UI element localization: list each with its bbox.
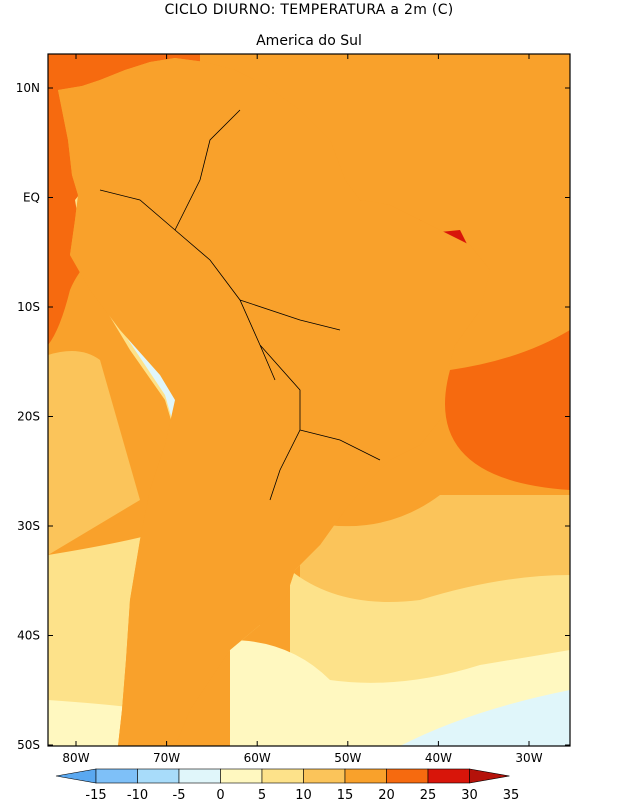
lat-label: 30S <box>17 519 40 533</box>
colorbar-arrow-left <box>55 768 97 784</box>
colorbar-swatch <box>344 768 387 784</box>
lat-label: 50S <box>17 738 40 752</box>
colorbar-swatch <box>303 768 346 784</box>
lon-label: 70W <box>153 751 180 765</box>
colorbar-label: -10 <box>127 788 148 800</box>
lon-label: 40W <box>425 751 452 765</box>
colorbar-swatch <box>137 768 180 784</box>
lat-label: 20S <box>17 410 40 424</box>
map-frame <box>47 53 571 747</box>
lon-label: 80W <box>62 751 89 765</box>
pacific-20-band <box>48 351 140 555</box>
chart-subtitle: America do Sul <box>256 33 362 49</box>
colorbar-swatch <box>427 768 470 784</box>
colorbar-swatch <box>386 768 429 784</box>
lat-label: 40S <box>17 629 40 643</box>
lon-label: 50W <box>334 751 361 765</box>
colorbar-label: 0 <box>216 788 224 800</box>
colorbar-label: -15 <box>85 788 106 800</box>
lon-label: 60W <box>244 751 271 765</box>
colorbar-label: 15 <box>337 788 354 800</box>
lat-label: 10N <box>16 81 40 95</box>
colorbar-label: 25 <box>420 788 437 800</box>
colorbar-swatch <box>261 768 304 784</box>
lat-label: EQ <box>23 191 40 205</box>
colorbar-label: 35 <box>503 788 520 800</box>
atlantic-5-band <box>400 690 570 746</box>
lon-label: 30W <box>515 751 542 765</box>
colorbar-label: 10 <box>295 788 312 800</box>
colorbar-label: 30 <box>461 788 478 800</box>
chart-title: CICLO DIURNO: TEMPERATURA a 2m (C) <box>164 2 454 18</box>
colorbar-label: 20 <box>378 788 395 800</box>
map-fill <box>48 54 570 746</box>
colorbar-label: 5 <box>258 788 266 800</box>
colorbar: -15 -10 -5 0 5 10 15 20 25 30 35 <box>55 768 520 800</box>
lat-label: 10S <box>17 300 40 314</box>
colorbar-label: -5 <box>173 788 186 800</box>
longitude-axis: 80W 70W 60W 50W 40W 30W <box>62 54 543 765</box>
ocean-30-band <box>48 54 570 490</box>
colorbar-swatch <box>178 768 221 784</box>
colorbar-swatch <box>95 768 138 784</box>
country-borders <box>99 109 381 501</box>
colorbar-arrow-right <box>469 768 510 784</box>
latitude-axis: 10N EQ 10S 20S 30S 40S 50S <box>16 81 570 752</box>
colorbar-swatch <box>220 768 263 784</box>
